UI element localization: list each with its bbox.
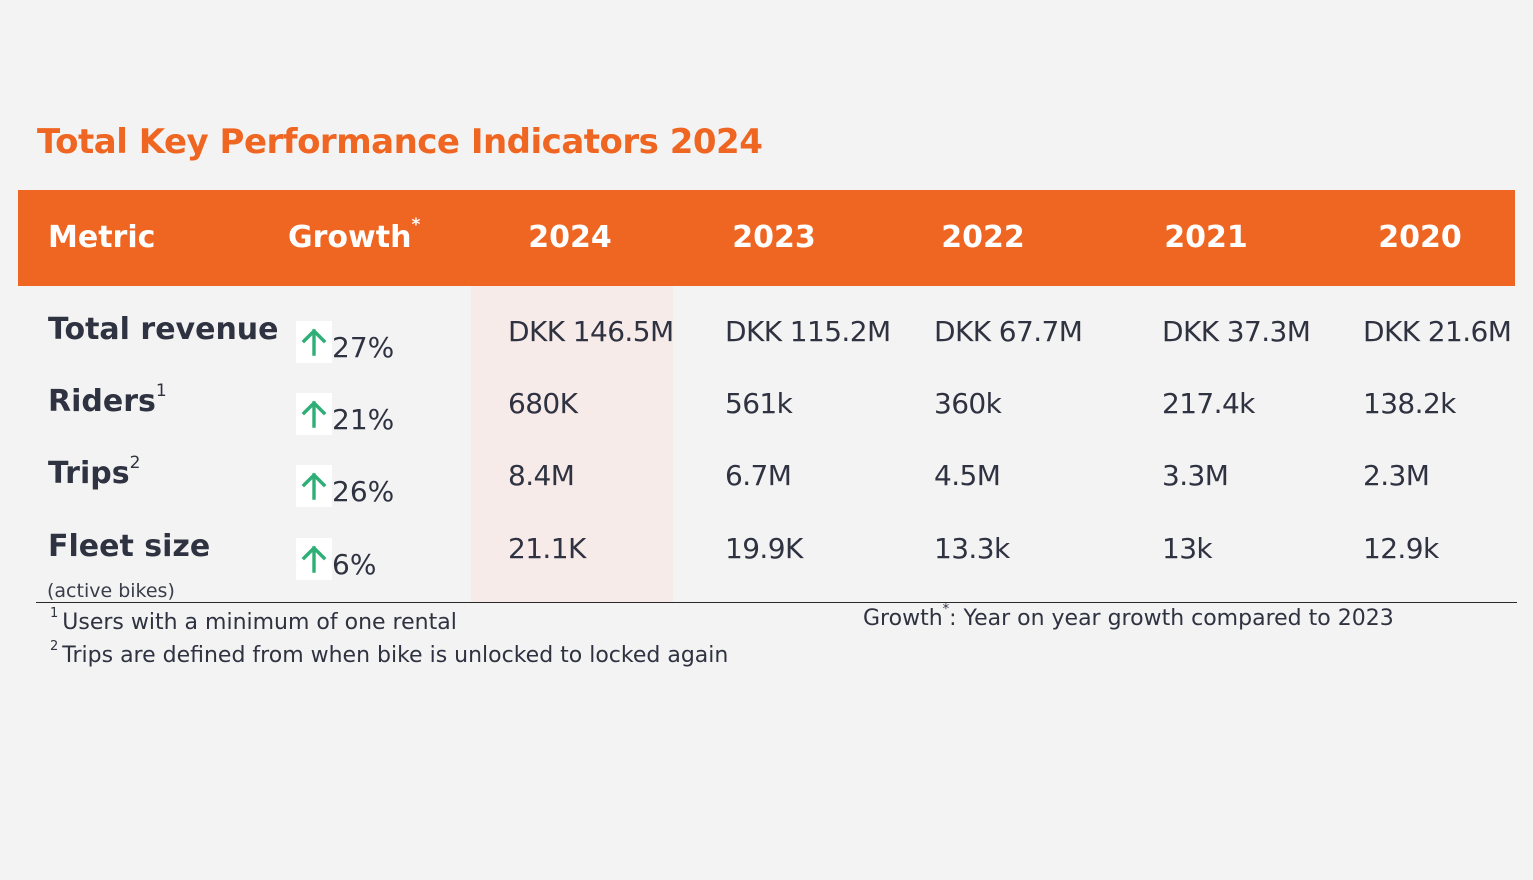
growth-cell: 21%: [296, 393, 394, 435]
metric-footnote-ref: 2: [129, 453, 141, 473]
value-cell-2020: 138.2k: [1363, 387, 1456, 420]
metric-name: Riders: [48, 384, 156, 419]
growth-note: Growth*: Year on year growth compared to…: [863, 603, 1394, 631]
header-metric: Metric: [48, 220, 156, 255]
value-cell-2022: DKK 67.7M: [934, 315, 1083, 348]
value-cell-2023: 6.7M: [725, 459, 792, 492]
growth-note-text: : Year on year growth compared to 2023: [949, 606, 1394, 631]
value-cell-2022: 13.3k: [934, 532, 1010, 565]
value-cell-2023: DKK 115.2M: [725, 315, 891, 348]
value-cell-2020: 2.3M: [1363, 459, 1430, 492]
value-cell-2021: 217.4k: [1162, 387, 1255, 420]
growth-note-label: Growth: [863, 606, 943, 631]
value-cell-2024: 680K: [508, 387, 578, 420]
footnote-2-ref: 2: [50, 638, 59, 654]
metric-name: Total revenue: [48, 312, 279, 347]
metric-footnote-ref: 1: [155, 381, 167, 401]
arrow-up-icon: [296, 321, 332, 363]
page-title: Total Key Performance Indicators 2024: [37, 122, 763, 162]
header-growth-label: Growth: [288, 220, 412, 255]
arrow-up-icon: [296, 538, 332, 580]
header-year-2020: 2020: [1378, 220, 1462, 255]
metric-label: Riders1: [48, 381, 167, 420]
growth-value: 26%: [332, 475, 395, 508]
metric-label: Fleet size: [48, 529, 210, 564]
header-year-2023: 2023: [732, 220, 816, 255]
value-cell-2024: 8.4M: [508, 459, 575, 492]
table-divider: [36, 602, 1517, 603]
footnote-1: 1 Users with a minimum of one rental: [50, 607, 457, 635]
footnote-2: 2 Trips are defined from when bike is unl…: [50, 640, 729, 668]
footnote-1-ref: 1: [50, 605, 59, 621]
header-year-2024: 2024: [528, 220, 612, 255]
growth-note-marker: *: [942, 601, 950, 617]
growth-value: 21%: [332, 403, 395, 436]
value-cell-2024: 21.1K: [508, 532, 586, 565]
arrow-up-icon: [296, 393, 332, 435]
footnote-2-text: Trips are defined from when bike is unlo…: [62, 643, 729, 668]
value-cell-2023: 561k: [725, 387, 793, 420]
value-cell-2022: 4.5M: [934, 459, 1001, 492]
value-cell-2020: 12.9k: [1363, 532, 1439, 565]
header-year-2022: 2022: [941, 220, 1025, 255]
value-cell-2021: DKK 37.3M: [1162, 315, 1311, 348]
growth-value: 6%: [332, 548, 377, 581]
value-cell-2021: 13k: [1162, 532, 1213, 565]
metric-name: Trips: [48, 456, 130, 491]
header-growth: Growth*: [288, 190, 420, 286]
value-cell-2022: 360k: [934, 387, 1002, 420]
growth-cell: 6%: [296, 538, 376, 580]
metric-sublabel: (active bikes): [47, 580, 175, 602]
metric-label: Total revenue: [48, 312, 279, 347]
highlight-column-2024: [471, 286, 673, 602]
value-cell-2021: 3.3M: [1162, 459, 1229, 492]
table-header: Metric Growth* 2024 2023 2022 2021 2020: [18, 190, 1515, 286]
value-cell-2020: DKK 21.6M: [1363, 315, 1512, 348]
growth-value: 27%: [332, 331, 395, 364]
arrow-up-icon: [296, 465, 332, 507]
value-cell-2023: 19.9K: [725, 532, 803, 565]
growth-cell: 27%: [296, 321, 394, 363]
growth-cell: 26%: [296, 465, 394, 507]
metric-name: Fleet size: [48, 529, 211, 564]
header-growth-marker: *: [411, 215, 421, 235]
value-cell-2024: DKK 146.5M: [508, 315, 674, 348]
footnote-1-text: Users with a minimum of one rental: [62, 610, 457, 635]
header-year-2021: 2021: [1164, 220, 1248, 255]
metric-label: Trips2: [48, 453, 141, 492]
